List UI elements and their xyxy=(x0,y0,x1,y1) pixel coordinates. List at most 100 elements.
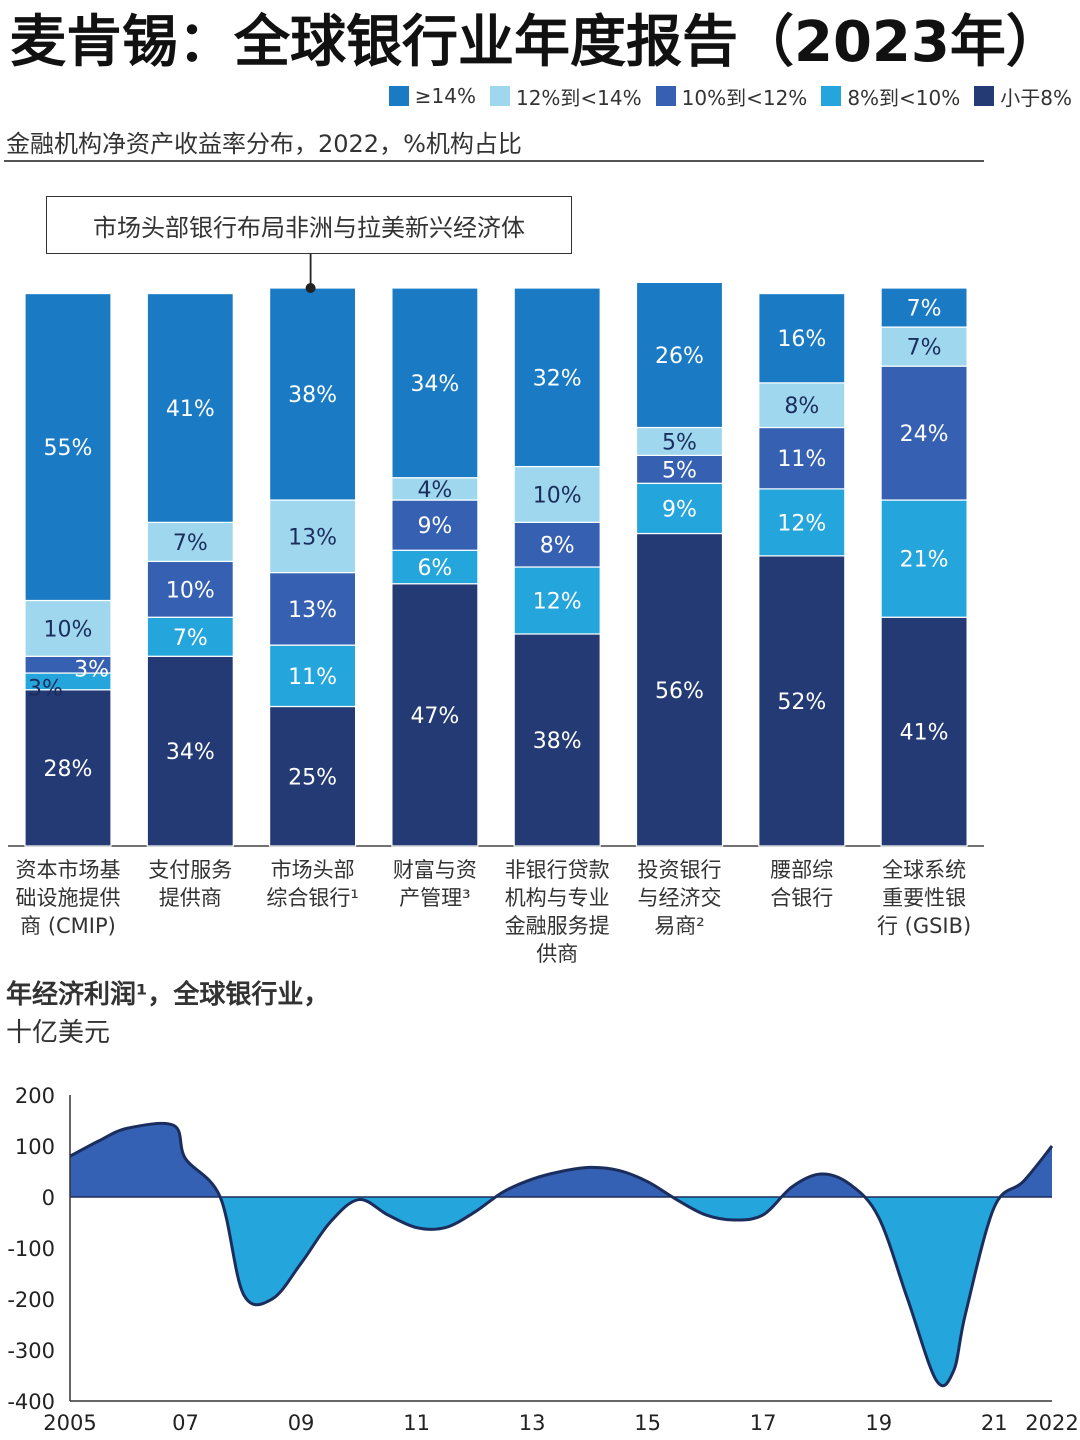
bar-segment xyxy=(758,555,846,847)
y-tick-label: -200 xyxy=(7,1288,55,1312)
bar-value-label: 9% xyxy=(662,497,697,522)
legend-label: 10%到<12% xyxy=(681,85,808,110)
x-tick-label: 07 xyxy=(172,1411,199,1435)
bar-segment xyxy=(758,292,846,384)
bar-value-label: 47% xyxy=(410,704,459,729)
legend: ≥14% 12%到<14% 10%到<12% 8%到<10% 小于8% xyxy=(388,82,1072,111)
bar-segment xyxy=(513,566,601,635)
bar-value-label: 3% xyxy=(74,658,109,683)
category-label: 财富与资 产管理³ xyxy=(392,858,477,910)
bar-value-label: 41% xyxy=(900,721,949,746)
bar-value-label: 7% xyxy=(173,531,208,556)
bar-value-label: 6% xyxy=(417,556,452,581)
bar-value-label: 7% xyxy=(907,336,942,361)
y-tick-label: 100 xyxy=(15,1135,55,1159)
legend-item-r8_10: 8%到<10% xyxy=(821,82,960,111)
bar-segment xyxy=(635,482,724,535)
bar-segment xyxy=(880,287,968,328)
bar-segment xyxy=(146,521,234,563)
y-tick-label: -400 xyxy=(7,1390,55,1414)
x-tick-label: 17 xyxy=(750,1411,777,1435)
x-tick-label: 13 xyxy=(519,1411,546,1435)
category-label: 市场头部 综合银行¹ xyxy=(266,858,359,910)
bar-segment xyxy=(146,616,234,657)
legend-label: 12%到<14% xyxy=(515,85,642,110)
bar-segment xyxy=(269,287,357,501)
x-tick-label: 11 xyxy=(403,1411,430,1435)
bar-value-label: 12% xyxy=(777,511,826,536)
callout-box: 市场头部银行布局非洲与拉美新兴经济体 xyxy=(46,196,572,254)
bar-value-label: 52% xyxy=(777,690,826,715)
bar-chart: 28% 3% 3% 10% 55% 34% 7% 10% 7% 41% 25% 11% 13% 13% 38… xyxy=(8,254,984,847)
bar-segment xyxy=(880,326,968,367)
y-tick-label: -300 xyxy=(7,1339,55,1363)
x-tick-label: 09 xyxy=(288,1411,315,1435)
legend-item-lt8: 小于8% xyxy=(974,82,1072,111)
bar-value-label: 12% xyxy=(533,589,582,614)
bar-segment xyxy=(269,499,357,574)
bar-value-label: 41% xyxy=(166,397,215,422)
bar-value-label: 5% xyxy=(662,430,697,455)
legend-swatch xyxy=(388,86,409,106)
legend-swatch xyxy=(974,86,995,106)
y-tick-label: 200 xyxy=(15,1084,55,1108)
bar-segment xyxy=(146,655,234,847)
bar-segment xyxy=(513,633,601,847)
bar-segment xyxy=(880,616,968,847)
bar-value-label: 56% xyxy=(655,679,704,704)
category-label: 资本市场基 础设施提供 商 (CMIP) xyxy=(15,858,121,938)
x-tick-label: 2005 xyxy=(43,1411,96,1435)
legend-item-ge14: ≥14% xyxy=(388,84,476,108)
bar-value-label: 10% xyxy=(44,617,93,642)
bar-value-label: 7% xyxy=(907,297,942,322)
bar-value-label: 21% xyxy=(900,548,949,573)
bar-segment xyxy=(880,499,968,618)
callout-dot xyxy=(305,283,316,293)
bar-chart-title: 金融机构净资产收益率分布，2022，%机构占比 xyxy=(6,130,522,158)
x-tick-label: 19 xyxy=(865,1411,892,1435)
legend-swatch xyxy=(489,86,510,106)
legend-item-r10_12: 10%到<12% xyxy=(655,82,808,111)
legend-label: 小于8% xyxy=(1000,85,1072,110)
bar-value-label: 38% xyxy=(533,729,582,754)
bar-value-label: 10% xyxy=(533,483,582,508)
legend-label: 8%到<10% xyxy=(847,85,961,110)
bar-segment xyxy=(24,292,112,602)
bar-value-label: 8% xyxy=(784,394,819,419)
bar-segment xyxy=(635,454,724,484)
divider xyxy=(4,160,984,162)
bar-value-label: 25% xyxy=(288,765,337,790)
category-label: 腰部综 合银行 xyxy=(770,858,834,910)
bar-value-label: 7% xyxy=(173,626,208,651)
bar-value-label: 10% xyxy=(166,578,215,603)
category-label: 非银行贷款 机构与专业 金融服务提 供商 xyxy=(504,858,610,966)
bar-segment xyxy=(635,281,724,429)
bar-segment xyxy=(391,499,479,551)
bar-segment xyxy=(513,287,601,468)
bar-value-label: 9% xyxy=(417,514,452,539)
bar-segment xyxy=(391,583,479,847)
bar-value-label: 11% xyxy=(777,447,826,472)
bar-segment xyxy=(146,560,234,618)
category-label: 支付服务 提供商 xyxy=(148,858,233,910)
bar-segment xyxy=(758,382,846,429)
bar-segment xyxy=(269,705,357,847)
area-chart-title: 年经济利润¹，全球银行业， xyxy=(6,980,330,1010)
negative-area xyxy=(70,1197,1052,1386)
bar-value-label: 24% xyxy=(900,422,949,447)
x-tick-label: 21 xyxy=(981,1411,1008,1435)
category-label: 全球系统 重要性银 行 (GSIB) xyxy=(876,858,972,938)
bar-value-label: 34% xyxy=(410,372,459,397)
bar-segment xyxy=(146,292,234,523)
bar-value-label: 32% xyxy=(533,366,582,391)
legend-swatch xyxy=(655,86,676,106)
bar-segment xyxy=(635,532,724,847)
x-tick-label: 15 xyxy=(634,1411,661,1435)
profit-curve xyxy=(69,1121,1054,1388)
bar-segment xyxy=(880,365,968,501)
bar-value-label: 26% xyxy=(655,344,704,369)
bar-value-label: 28% xyxy=(44,757,93,782)
bar-value-label: 3% xyxy=(28,676,63,701)
area-chart-unit: 十亿美元 xyxy=(6,1018,111,1048)
